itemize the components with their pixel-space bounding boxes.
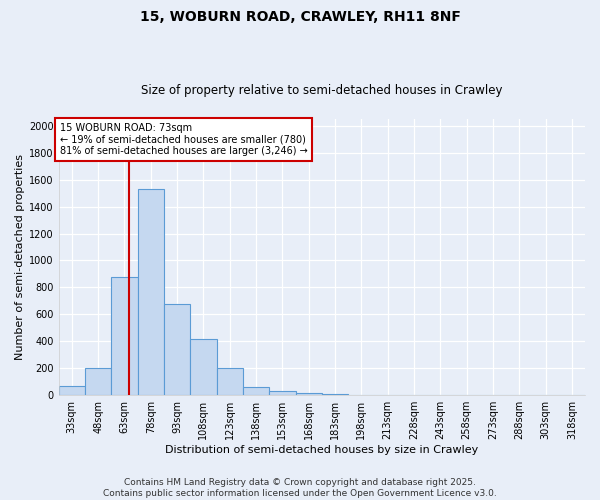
Bar — [164, 304, 190, 395]
Text: 15 WOBURN ROAD: 73sqm
← 19% of semi-detached houses are smaller (780)
81% of sem: 15 WOBURN ROAD: 73sqm ← 19% of semi-deta… — [59, 123, 307, 156]
Bar — [111, 276, 137, 395]
Text: 15, WOBURN ROAD, CRAWLEY, RH11 8NF: 15, WOBURN ROAD, CRAWLEY, RH11 8NF — [140, 10, 460, 24]
Bar — [243, 387, 269, 395]
Bar — [59, 386, 85, 395]
Text: Contains HM Land Registry data © Crown copyright and database right 2025.
Contai: Contains HM Land Registry data © Crown c… — [103, 478, 497, 498]
Bar — [217, 368, 243, 395]
Bar — [85, 368, 111, 395]
Bar — [137, 189, 164, 395]
Bar — [190, 338, 217, 395]
Bar — [269, 391, 296, 395]
Bar — [322, 394, 348, 395]
Title: Size of property relative to semi-detached houses in Crawley: Size of property relative to semi-detach… — [141, 84, 503, 97]
Bar — [296, 392, 322, 395]
Y-axis label: Number of semi-detached properties: Number of semi-detached properties — [15, 154, 25, 360]
X-axis label: Distribution of semi-detached houses by size in Crawley: Distribution of semi-detached houses by … — [165, 445, 478, 455]
